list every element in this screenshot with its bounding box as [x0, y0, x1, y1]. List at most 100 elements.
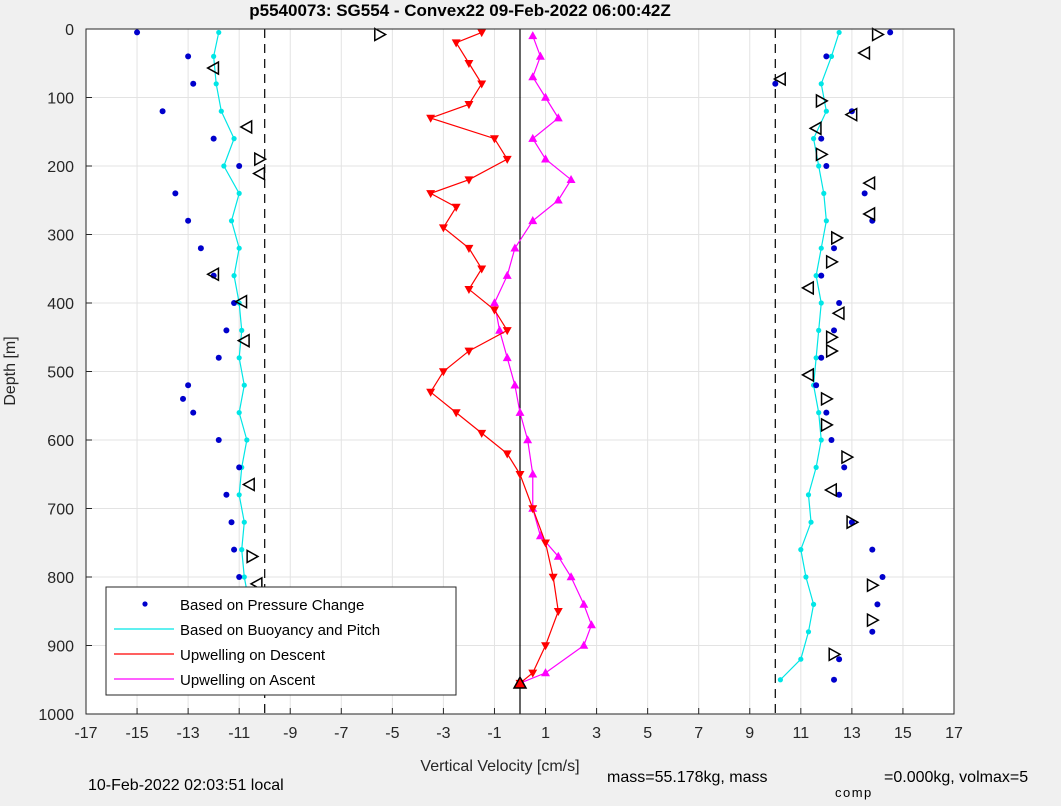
buoyancy-point [236, 492, 242, 498]
legend-label-ascent: Upwelling on Ascent [180, 672, 316, 689]
filled-triangle-marker [512, 675, 528, 689]
x-tick-label: -3 [436, 725, 450, 742]
open-triangle-marker [246, 549, 260, 564]
pressure-point [823, 53, 830, 60]
open-triangle-marker [206, 60, 220, 76]
x-tick-label: 17 [945, 725, 963, 742]
open-triangle-marker [820, 391, 834, 407]
descent-upwelling-marker [451, 39, 461, 48]
ascent-upwelling-marker [535, 531, 545, 540]
legend-entry-buoyancy: Based on Buoyancy and Pitch [114, 622, 380, 639]
pressure-point [197, 245, 204, 252]
legend: Based on Pressure Change Based on Buoyan… [105, 586, 457, 696]
open-triangle-marker [841, 449, 855, 465]
pressure-point [818, 135, 825, 142]
y-tick-label: 800 [47, 570, 74, 587]
x-tick-label: 3 [592, 725, 601, 742]
pressure-point [210, 135, 217, 142]
buoyancy-point [805, 629, 812, 635]
descent-upwelling-marker [502, 327, 512, 336]
buoyancy-point [805, 492, 812, 498]
buoyancy-point [221, 163, 227, 169]
footer-mass: mass=55.178kg, mass [607, 769, 768, 786]
ascent-upwelling-marker [510, 380, 520, 389]
pressure-point [236, 163, 243, 169]
legend-box [105, 586, 457, 696]
ascent-upwelling-marker [528, 72, 538, 81]
descent-upwelling-marker [502, 450, 512, 459]
legend-marker-pressure [142, 601, 148, 607]
pressure-point [190, 80, 197, 87]
buoyancy-point [816, 163, 822, 169]
open-triangle-marker [866, 612, 880, 628]
open-triangle-marker [236, 333, 250, 348]
buoyancy-point [810, 136, 817, 142]
x-tick-label: -15 [125, 725, 148, 742]
buoyancy-point [218, 108, 224, 114]
pressure-point [180, 395, 187, 402]
buoyancy-point [803, 574, 809, 580]
descent-upwelling-marker [489, 306, 499, 315]
buoyancy-point [241, 519, 247, 525]
descent-upwelling-marker [464, 244, 474, 253]
open-triangle-marker [866, 577, 880, 593]
pressure-point [223, 327, 230, 334]
buoyancy-point [816, 327, 822, 333]
ticks: -17 -15 -13 -11 -9 -7 -5 -3 -1 1 3 5 7 9 11 13 15 1701002… [38, 22, 963, 742]
ascent-upwelling-marker [553, 551, 563, 560]
ascent-upwelling-marker [566, 572, 576, 581]
y-tick-label: 900 [47, 639, 74, 656]
footer-local-time: 10-Feb-2022 02:03:51 local [88, 777, 284, 794]
buoyancy-point [241, 574, 247, 580]
open-triangle-marker [252, 166, 266, 181]
buoyancy-point [823, 218, 829, 224]
open-triangle-marker [374, 27, 388, 42]
ascent-upwelling-marker [523, 435, 533, 444]
buoyancy-point [818, 81, 824, 87]
descent-upwelling-marker [464, 176, 474, 185]
buoyancy-point [818, 300, 824, 306]
pressure-point [823, 163, 830, 169]
chart-title: p5540073: SG554 - Convex22 09-Feb-2022 0… [249, 1, 670, 20]
buoyancy-point [244, 437, 250, 443]
buoyancy-point [818, 245, 824, 251]
ascent-upwelling-marker [579, 640, 589, 649]
open-triangle-marker [825, 343, 840, 359]
x-tick-label: -9 [283, 725, 297, 742]
descent-upwelling-marker [553, 607, 563, 616]
pressure-point [818, 272, 825, 279]
pressure-point [228, 519, 235, 526]
ascent-upwelling-marker [535, 51, 545, 60]
y-axis-label: Depth [m] [2, 336, 19, 405]
pressure-point [887, 29, 894, 36]
descent-upwelling-marker [541, 539, 551, 548]
pressure-point [861, 190, 868, 197]
open-triangle-marker [823, 482, 838, 498]
ascent-upwelling-marker [587, 620, 596, 629]
ascent-upwelling-marker [528, 133, 538, 142]
ascent-upwelling-marker [566, 174, 576, 184]
descent-upwelling-marker [477, 80, 487, 89]
pressure-point [231, 546, 238, 553]
x-tick-label: -1 [487, 725, 501, 742]
buoyancy-point [810, 601, 817, 608]
pressure-point [185, 217, 192, 224]
open-triangle-marker [800, 280, 815, 296]
buoyancy-point [213, 81, 219, 87]
descent-upwelling-marker [515, 470, 525, 479]
open-triangle-marker [862, 175, 876, 191]
buoyancy-point [777, 677, 784, 683]
y-tick-label: 1000 [38, 707, 74, 724]
ascent-upwelling-marker [541, 668, 551, 677]
pressure-point [223, 491, 230, 498]
buoyancy-point [231, 273, 237, 279]
buoyancy-point [216, 29, 222, 36]
footer-comp-volmax: =0.000kg, volmax=5 [884, 769, 1028, 786]
ascent-upwelling-marker [579, 599, 589, 608]
pressure-point [831, 245, 838, 252]
x-tick-label: 1 [541, 725, 550, 742]
pressure-point [848, 519, 855, 526]
ascent-upwelling-marker [553, 195, 563, 204]
buoyancy-point [228, 218, 235, 224]
buoyancy-point [823, 108, 829, 114]
